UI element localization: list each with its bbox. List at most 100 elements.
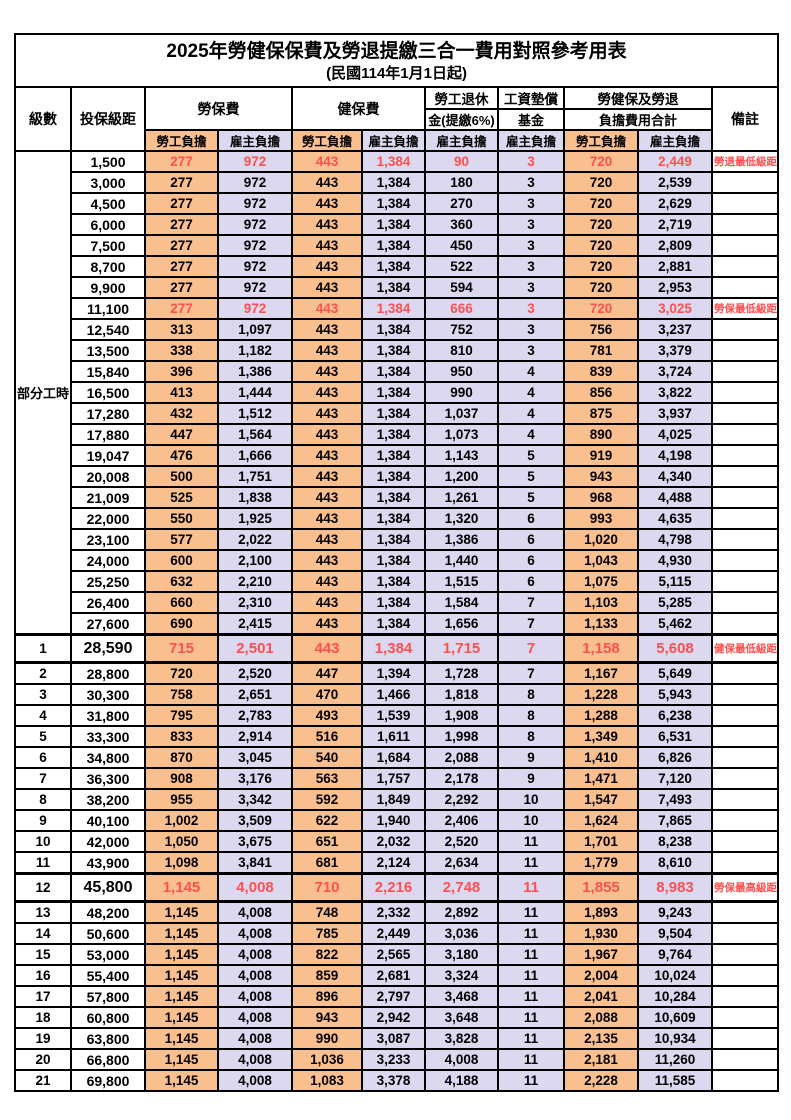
bracket-cell: 12,540 [70,318,146,341]
health-employee-cell: 443 [291,528,363,551]
health-employee-cell: 443 [291,444,363,467]
table-row: 18 60,800 1,145 4,008 943 2,942 3,648 11 2,088 10… [14,1006,780,1029]
table-row: 4,500 277 972 443 1,384 270 3 720 2,629 [15,192,780,215]
labor-employer-cell: 2,520 [217,661,293,685]
total-employee-cell: 1,967 [563,943,639,966]
bracket-cell: 30,300 [70,683,146,706]
health-employer-cell: 1,384 [361,360,426,383]
health-employee-cell: 443 [291,339,363,362]
pension-employer-cell: 594 [424,276,499,299]
labor-employee-cell: 660 [144,591,219,614]
total-employer-cell: 3,937 [637,402,713,425]
total-employee-cell: 1,893 [563,900,639,924]
total-employer-cell: 11,260 [637,1048,713,1071]
total-employee-cell: 919 [563,444,639,467]
wage-fund-employer-cell: 6 [497,570,565,593]
labor-employer-cell: 1,386 [217,360,293,383]
remark-cell [710,661,780,685]
total-employee-cell: 993 [563,507,639,530]
pension-employer-cell: 450 [424,234,499,257]
health-employee-cell: 443 [291,486,363,509]
bracket-cell: 21,009 [70,486,146,509]
bracket-cell: 1,500 [70,150,146,173]
total-employer-cell: 6,826 [637,746,713,769]
pension-employer-cell: 1,261 [424,486,499,509]
health-employee-cell: 470 [291,683,363,706]
table-title-block: 2025年勞健保保費及勞退提繳三合一費用對照參考用表 (民國114年1月1日起) [13,33,780,88]
labor-employer-cell: 2,100 [217,549,293,572]
total-employee-cell: 2,088 [563,1006,639,1029]
pension-employer-cell: 180 [424,171,499,194]
total-employee-cell: 2,004 [563,964,639,987]
labor-employee-cell: 277 [144,276,219,299]
health-employee-cell: 990 [291,1027,363,1050]
remark-cell: 勞退最低級距 [710,150,780,173]
bracket-cell: 23,100 [70,528,146,551]
labor-employer-cell: 4,008 [217,900,293,924]
total-employer-cell: 2,449 [637,150,713,173]
total-employer-cell: 2,953 [637,276,713,299]
col-header-remark: 備註 [710,86,780,152]
wage-fund-employer-cell: 5 [497,444,565,467]
total-employee-cell: 1,158 [563,633,639,664]
pension-employer-cell: 2,748 [424,872,499,903]
wage-fund-employer-cell: 7 [497,661,565,685]
wage-fund-employer-cell: 5 [497,465,565,488]
labor-employee-cell: 1,098 [144,851,219,875]
labor-employer-cell: 2,501 [217,633,293,664]
health-employer-cell: 1,384 [361,507,426,530]
remark-cell [710,704,780,727]
health-employee-cell: 443 [291,150,363,173]
pension-employer-cell: 810 [424,339,499,362]
labor-employer-cell: 1,444 [217,381,293,404]
health-employer-cell: 1,384 [361,423,426,446]
wage-fund-employer-cell: 8 [497,725,565,748]
pension-employer-cell: 4,008 [424,1048,499,1071]
wage-fund-employer-cell: 11 [497,1048,565,1071]
labor-employee-cell: 277 [144,213,219,236]
remark-cell [710,507,780,530]
health-employer-cell: 1,384 [361,402,426,425]
total-employer-cell: 4,198 [637,444,713,467]
total-employer-cell: 2,881 [637,255,713,278]
labor-employer-cell: 972 [217,276,293,299]
labor-employee-cell: 1,145 [144,943,219,966]
labor-employer-cell: 3,176 [217,767,293,790]
bracket-cell: 60,800 [70,1006,146,1029]
pension-employer-cell: 1,908 [424,704,499,727]
health-employer-cell: 1,849 [361,788,426,811]
remark-cell [710,486,780,509]
remark-cell [710,360,780,383]
wage-fund-employer-cell: 11 [497,1027,565,1050]
wage-fund-employer-cell: 5 [497,486,565,509]
health-employee-cell: 443 [291,360,363,383]
health-employee-cell: 822 [291,943,363,966]
health-employer-cell: 1,384 [361,276,426,299]
remark-cell [710,767,780,790]
labor-employee-cell: 1,002 [144,809,219,832]
total-employee-cell: 875 [563,402,639,425]
health-employer-cell: 2,124 [361,851,426,875]
total-employer-cell: 9,243 [637,900,713,924]
health-employer-cell: 1,384 [361,444,426,467]
bracket-cell: 6,000 [70,213,146,236]
pension-employer-cell: 1,515 [424,570,499,593]
health-employee-cell: 748 [291,900,363,924]
wage-fund-employer-cell: 9 [497,767,565,790]
wage-fund-employer-cell: 11 [497,830,565,853]
health-employee-cell: 443 [291,255,363,278]
total-employer-cell: 2,809 [637,234,713,257]
total-employee-cell: 1,103 [563,591,639,614]
level-cell: 7 [14,767,72,790]
remark-cell [710,423,780,446]
table-row: 13,500 338 1,182 443 1,384 810 3 781 3,379 [15,339,780,362]
labor-employee-cell: 715 [144,633,219,664]
health-employer-cell: 1,384 [361,465,426,488]
labor-employer-cell: 972 [217,192,293,215]
total-employee-cell: 890 [563,423,639,446]
pension-employer-cell: 3,828 [424,1027,499,1050]
total-employee-cell: 720 [563,150,639,173]
labor-employer-cell: 4,008 [217,985,293,1008]
wage-fund-employer-cell: 9 [497,746,565,769]
wage-fund-employer-cell: 11 [497,943,565,966]
